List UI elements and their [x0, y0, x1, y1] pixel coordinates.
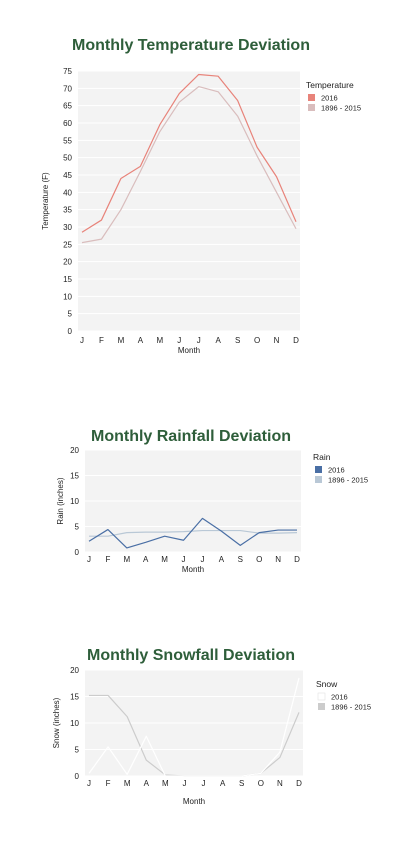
- legend-swatch: [308, 94, 315, 101]
- legend-swatch: [308, 104, 315, 111]
- y-tick-label: 0: [75, 548, 80, 557]
- x-axis-label: Month: [183, 797, 205, 806]
- x-tick-label: M: [124, 779, 131, 788]
- series-line: [88, 677, 300, 777]
- y-tick-label: 25: [63, 240, 72, 249]
- y-tick-label: 10: [70, 719, 79, 728]
- y-tick-label: 30: [63, 223, 72, 232]
- legend-label: 2016: [331, 693, 348, 702]
- y-tick-label: 0: [75, 772, 80, 781]
- x-tick-label: J: [87, 555, 91, 564]
- legend-label: 2016: [328, 466, 345, 475]
- x-tick-label: D: [294, 555, 300, 564]
- y-tick-label: 5: [68, 310, 73, 319]
- x-tick-label: J: [202, 779, 206, 788]
- plot-area: [78, 71, 300, 331]
- y-tick-label: 35: [63, 206, 72, 215]
- x-tick-label: D: [293, 336, 299, 345]
- legend-label: 2016: [321, 94, 338, 103]
- y-tick-label: 20: [63, 258, 72, 267]
- x-tick-label: A: [220, 779, 226, 788]
- legend-swatch: [317, 692, 326, 701]
- x-tick-label: O: [258, 779, 264, 788]
- legend-title: Snow: [316, 679, 338, 689]
- x-axis-label: Month: [178, 346, 200, 355]
- x-tick-label: J: [200, 555, 204, 564]
- x-tick-label: A: [143, 555, 149, 564]
- x-tick-label: M: [161, 555, 168, 564]
- x-tick-label: A: [138, 336, 144, 345]
- x-tick-label: N: [274, 336, 280, 345]
- chart-2: Monthly Snowfall Deviation 0 5 10 15 20 J F M A M J…: [52, 647, 371, 806]
- x-tick-label: A: [219, 555, 225, 564]
- legend-label: 1896 - 2015: [331, 703, 371, 712]
- x-tick-label: M: [123, 555, 130, 564]
- y-axis-label: Temperature (F): [41, 172, 50, 230]
- y-tick-label: 20: [70, 446, 79, 455]
- chart-title: Monthly Snowfall Deviation: [87, 647, 295, 664]
- y-tick-label: 20: [70, 666, 79, 675]
- legend-swatch: [318, 703, 325, 710]
- chart-title: Monthly Rainfall Deviation: [91, 428, 291, 445]
- series-line: [88, 517, 297, 549]
- x-tick-label: J: [182, 779, 186, 788]
- x-tick-label: O: [254, 336, 260, 345]
- y-tick-label: 15: [70, 472, 79, 481]
- y-tick-label: 15: [70, 693, 79, 702]
- x-tick-label: O: [256, 555, 262, 564]
- x-tick-label: M: [156, 336, 163, 345]
- legend-title: Temperature: [306, 80, 354, 90]
- y-tick-label: 0: [68, 327, 73, 336]
- y-tick-label: 5: [75, 523, 80, 532]
- x-tick-label: N: [275, 555, 281, 564]
- x-tick-label: S: [238, 555, 243, 564]
- chart-0: Monthly Temperature Deviation 0 5 10 15 20 25 3…: [41, 37, 361, 355]
- y-tick-label: 55: [63, 136, 72, 145]
- x-tick-label: F: [105, 555, 110, 564]
- x-tick-label: A: [144, 779, 150, 788]
- x-tick-label: J: [177, 336, 181, 345]
- legend-swatch: [315, 476, 322, 483]
- x-tick-label: M: [162, 779, 169, 788]
- series-line: [81, 85, 297, 244]
- x-tick-label: N: [277, 779, 283, 788]
- y-tick-label: 65: [63, 102, 72, 111]
- x-tick-label: J: [80, 336, 84, 345]
- y-tick-label: 75: [63, 67, 72, 76]
- x-tick-label: S: [235, 336, 240, 345]
- legend-label: 1896 - 2015: [328, 476, 368, 485]
- x-tick-label: F: [99, 336, 104, 345]
- chart-1: Monthly Rainfall Deviation 0 5 10 15 20 J F M A M J…: [56, 428, 368, 574]
- legend-swatch: [315, 466, 322, 473]
- y-tick-label: 45: [63, 171, 72, 180]
- y-tick-label: 60: [63, 119, 72, 128]
- y-tick-label: 40: [63, 188, 72, 197]
- series-line: [89, 529, 298, 537]
- x-tick-label: J: [197, 336, 201, 345]
- y-tick-label: 10: [63, 292, 72, 301]
- x-tick-label: M: [118, 336, 125, 345]
- chart-title: Monthly Temperature Deviation: [72, 37, 310, 54]
- x-tick-label: D: [296, 779, 302, 788]
- legend-title: Rain: [313, 452, 331, 462]
- y-tick-label: 15: [63, 275, 72, 284]
- x-axis-label: Month: [182, 565, 204, 574]
- legend-label: 1896 - 2015: [321, 104, 361, 113]
- y-tick-label: 50: [63, 154, 72, 163]
- y-tick-label: 10: [70, 497, 79, 506]
- y-tick-label: 5: [75, 746, 80, 755]
- x-tick-label: S: [239, 779, 244, 788]
- x-tick-label: J: [182, 555, 186, 564]
- y-axis-label: Snow (inches): [52, 697, 61, 748]
- y-axis-label: Rain (inches): [56, 477, 65, 524]
- y-tick-label: 70: [63, 84, 72, 93]
- x-tick-label: F: [106, 779, 111, 788]
- x-tick-label: A: [216, 336, 222, 345]
- series-line: [81, 73, 297, 233]
- x-tick-label: J: [87, 779, 91, 788]
